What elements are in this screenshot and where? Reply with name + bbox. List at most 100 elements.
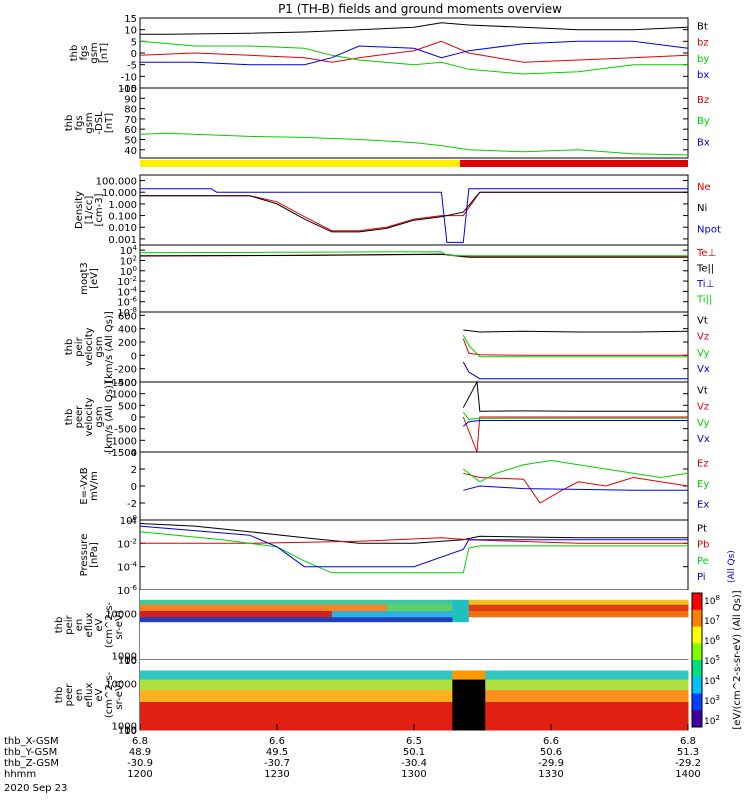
x-tick-label: 1300 xyxy=(401,769,426,780)
spectrogram-cell xyxy=(485,702,689,731)
colorbar-tick-label: 103 xyxy=(704,694,720,707)
y-tick-label: 4 xyxy=(131,448,137,459)
series-line-Pt xyxy=(139,523,688,544)
plot-title: P1 (TH-B) fields and ground moments over… xyxy=(278,2,562,16)
x-row-label: thb_Y-GSM xyxy=(4,747,57,758)
legend-label: Vx xyxy=(697,364,710,375)
x-tick-label: 1330 xyxy=(538,769,563,780)
spectrogram-cell xyxy=(331,611,453,618)
colorbar-frame xyxy=(691,592,703,728)
colorbar-step xyxy=(692,693,702,711)
legend-label: Vz xyxy=(697,332,709,343)
y-tick-label: 0 xyxy=(131,413,137,424)
y-tick-label: 10-4 xyxy=(117,561,137,574)
spectrogram-cell xyxy=(140,679,453,691)
series-line-Te|| xyxy=(139,253,688,258)
colorbar-tick-label: 106 xyxy=(704,634,720,647)
panel-frame xyxy=(139,519,689,591)
y-tick-label: 10 xyxy=(124,656,137,667)
legend-label: By xyxy=(697,116,710,127)
x-tick-label: -30.9 xyxy=(127,758,153,769)
spectrogram-cell xyxy=(485,670,689,681)
spectrogram-cell xyxy=(452,604,470,612)
y-tick-label: 70 xyxy=(124,115,137,126)
y-tick-label: 0.001 xyxy=(108,235,137,246)
legend-label: Vt xyxy=(697,385,708,396)
y-tick-label: 104 xyxy=(120,244,138,257)
legend-label: bx xyxy=(697,70,709,81)
spectrogram-cell xyxy=(452,690,486,703)
series-line-Bt xyxy=(140,22,689,35)
y-tick-label: 600 xyxy=(118,311,137,322)
legend-label: Bz xyxy=(697,95,709,106)
colorbar: 108 107 106 105 104 103 102 [eV/(cm^2-s-sr-eV) … xyxy=(691,590,743,730)
colorbar-step xyxy=(692,676,702,694)
y-tick-label: -1000 xyxy=(108,436,137,447)
spectrogram xyxy=(140,590,689,661)
spectrogram-cell xyxy=(140,690,453,703)
y-tick-label: -400 xyxy=(114,378,137,389)
x-tick-label: 51.3 xyxy=(677,747,699,758)
y-axis-label: thbpeirenefluxeV(cm^2-s-sr-eV) xyxy=(54,601,125,648)
pressure-qs-label: (All Qs) xyxy=(727,550,737,583)
legend-label: bz xyxy=(697,38,709,49)
legend-label: Pi xyxy=(697,572,706,583)
x-axis: thb_X-GSM 6.8 6.6 6.5 6.6 6.8 thb_Y-GSM 48.9 49.… xyxy=(4,724,701,794)
y-axis-label: thbpeirvelocitygsm[km/s (All Qs)] xyxy=(64,311,115,383)
colorbar-tick-label: 104 xyxy=(704,674,720,687)
legend-label: Pe xyxy=(697,556,709,567)
colorbar-step xyxy=(692,660,702,678)
series-line-Ni xyxy=(140,191,688,233)
panel-frame xyxy=(139,87,689,159)
legend-label: Vx xyxy=(697,434,710,445)
spectrogram xyxy=(140,660,689,731)
x-tick-label: 1230 xyxy=(264,769,289,780)
series-line-Pi xyxy=(139,525,688,568)
y-tick-label: 400 xyxy=(118,325,137,336)
colorbar-tick-label: 107 xyxy=(704,614,720,627)
spectrogram-cell xyxy=(468,611,689,618)
y-tick-label: 100 xyxy=(120,514,137,527)
spectrogram-cell xyxy=(140,599,453,606)
spectrogram-cell xyxy=(452,611,470,618)
y-tick-label: 0.100 xyxy=(108,212,137,223)
y-tick-label: 10 xyxy=(124,26,137,37)
y-tick-label: 0 xyxy=(131,351,137,362)
spectrogram-cell xyxy=(485,679,689,691)
x-tick-label: 6.5 xyxy=(406,736,422,747)
series-line-Vy xyxy=(462,335,688,358)
y-tick-label: -200 xyxy=(114,365,137,376)
x-tick-label: 50.6 xyxy=(540,747,562,758)
y-tick-label: 90 xyxy=(124,94,137,105)
y-tick-label: 10-6 xyxy=(117,584,137,597)
y-tick-label: 100 xyxy=(118,656,137,667)
legend-label: Ti⊥ xyxy=(696,279,714,290)
panel-pressure: 100 10-2 10-4 10-6 Pressure[nPa] Pt Pb Pe Pi xyxy=(79,514,709,597)
panel-density: 100.00010.0001.0000.1000.0100.001Density… xyxy=(74,174,721,246)
series-line-bz xyxy=(139,40,689,63)
spectrogram-cell xyxy=(140,604,388,612)
series-line-Vt xyxy=(463,329,689,333)
x-tick-label: -29.2 xyxy=(675,758,701,769)
panel-frame xyxy=(139,174,689,246)
spectrogram-cell xyxy=(386,604,453,612)
spectrogram-cell xyxy=(452,670,486,681)
y-tick-label: -10 xyxy=(121,72,137,83)
y-tick-label: 60 xyxy=(124,125,137,136)
x-tick-label: 6.6 xyxy=(269,736,285,747)
series-line-Pe xyxy=(139,531,688,574)
x-tick-label: -30.7 xyxy=(264,758,290,769)
series-line-By xyxy=(139,132,689,156)
spectrogram-cell xyxy=(140,660,689,671)
legend-label: Vt xyxy=(697,315,708,326)
legend-label: Ez xyxy=(697,458,709,469)
y-tick-label: -4 xyxy=(127,516,137,527)
y-tick-label: -5 xyxy=(127,61,137,72)
spectrogram-cell xyxy=(140,702,453,731)
legend-label: Vy xyxy=(697,348,710,359)
y-tick-label: 10-2 xyxy=(117,275,137,288)
x-tick-label: 50.1 xyxy=(403,747,425,758)
y-tick-label: 10-8 xyxy=(117,306,137,319)
